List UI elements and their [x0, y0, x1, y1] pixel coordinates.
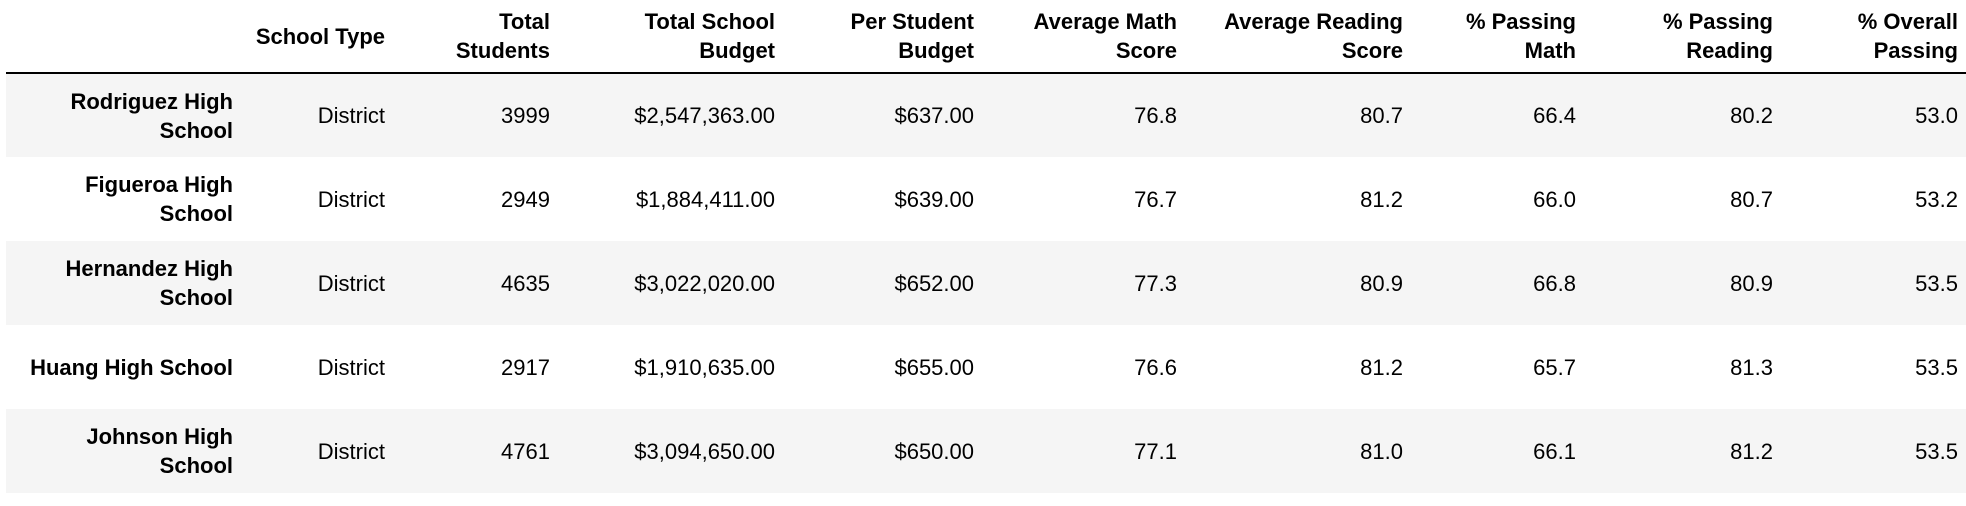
- cell-passing-reading: 81.3: [1730, 354, 1773, 380]
- cell-total-school-budget: $3,022,020.00: [634, 270, 775, 296]
- cell-average-reading-score: 80.9: [1360, 270, 1403, 296]
- header-row: School Type Total Students Total School …: [6, 0, 1966, 74]
- cell-per-student-budget: $652.00: [894, 270, 974, 296]
- row-index-school-name: Johnson High School: [86, 424, 233, 478]
- cell-total-students: 4635: [501, 270, 550, 296]
- cell-per-student-budget: $650.00: [894, 438, 974, 464]
- cell-total-school-budget: $1,884,411.00: [635, 186, 775, 212]
- cell-overall-passing: 53.5: [1915, 354, 1958, 380]
- column-header-passing-reading: % Passing Reading: [1584, 0, 1781, 74]
- cell-average-math-score: 76.8: [1134, 103, 1177, 128]
- cell-per-student-budget: $639.00: [894, 186, 974, 212]
- cell-overall-passing: 53.0: [1915, 103, 1958, 128]
- cell-school-type: District: [317, 103, 385, 128]
- column-header-overall-passing: % Overall Passing: [1781, 0, 1966, 74]
- cell-total-students: 3999: [501, 103, 550, 128]
- cell-overall-passing: 53.2: [1915, 186, 1958, 212]
- cell-passing-math: 65.7: [1533, 354, 1576, 380]
- cell-passing-reading: 81.2: [1730, 438, 1773, 464]
- row-index-school-name: Huang High School: [30, 354, 233, 380]
- cell-passing-math: 66.4: [1533, 103, 1576, 128]
- row-index-school-name: Rodriguez High School: [70, 88, 233, 143]
- cell-school-type: District: [317, 186, 385, 212]
- cell-average-math-score: 76.6: [1134, 354, 1177, 380]
- cell-per-student-budget: $655.00: [894, 354, 974, 380]
- cell-average-math-score: 77.3: [1134, 270, 1177, 296]
- cell-passing-math: 66.1: [1533, 438, 1576, 464]
- cell-school-type: District: [317, 270, 385, 296]
- table-row: Rodriguez High School District 3999 $2,5…: [6, 73, 1966, 157]
- cell-per-student-budget: $637.00: [894, 103, 974, 128]
- cell-total-school-budget: $2,547,363.00: [634, 103, 775, 128]
- cell-passing-reading: 80.7: [1730, 186, 1773, 212]
- column-header-per-student-budget: Per Student Budget: [783, 0, 982, 74]
- table-row: Hernandez High School District 4635 $3,0…: [6, 241, 1966, 325]
- cell-total-students: 4761: [501, 438, 550, 464]
- cell-total-students: 2949: [501, 186, 550, 212]
- cell-average-math-score: 77.1: [1134, 438, 1177, 464]
- cell-average-math-score: 76.7: [1134, 186, 1177, 212]
- cell-passing-reading: 80.2: [1730, 103, 1773, 128]
- column-header-total-school-budget: Total School Budget: [558, 0, 783, 74]
- cell-average-reading-score: 81.0: [1360, 438, 1403, 464]
- table-row: Johnson High School District 4761 $3,094…: [6, 409, 1966, 493]
- cell-total-students: 2917: [501, 354, 550, 380]
- cell-passing-math: 66.8: [1533, 270, 1576, 296]
- cell-school-type: District: [317, 438, 385, 464]
- school-summary-table: School Type Total Students Total School …: [6, 0, 1966, 493]
- table-row: Huang High School District 2917 $1,910,6…: [6, 325, 1966, 409]
- cell-overall-passing: 53.5: [1915, 438, 1958, 464]
- column-header-average-math-score: Average Math Score: [982, 0, 1185, 74]
- cell-passing-math: 66.0: [1533, 186, 1576, 212]
- column-header-school-type: School Type: [243, 0, 393, 74]
- cell-overall-passing: 53.5: [1915, 270, 1958, 296]
- cell-passing-reading: 80.9: [1730, 270, 1773, 296]
- column-header-passing-math: % Passing Math: [1411, 0, 1584, 74]
- cell-average-reading-score: 81.2: [1360, 354, 1403, 380]
- cell-total-school-budget: $1,910,635.00: [634, 354, 775, 380]
- row-index-school-name: Figueroa High School: [85, 172, 233, 226]
- cell-average-reading-score: 80.7: [1360, 103, 1403, 128]
- column-header-total-students: Total Students: [393, 0, 558, 74]
- column-header-average-reading-score: Average Reading Score: [1185, 0, 1411, 74]
- cell-total-school-budget: $3,094,650.00: [634, 438, 775, 464]
- index-header: [6, 0, 243, 74]
- cell-average-reading-score: 81.2: [1360, 186, 1403, 212]
- cell-school-type: District: [317, 354, 385, 380]
- row-index-school-name: Hernandez High School: [65, 256, 233, 310]
- table-row: Figueroa High School District 2949 $1,88…: [6, 157, 1966, 241]
